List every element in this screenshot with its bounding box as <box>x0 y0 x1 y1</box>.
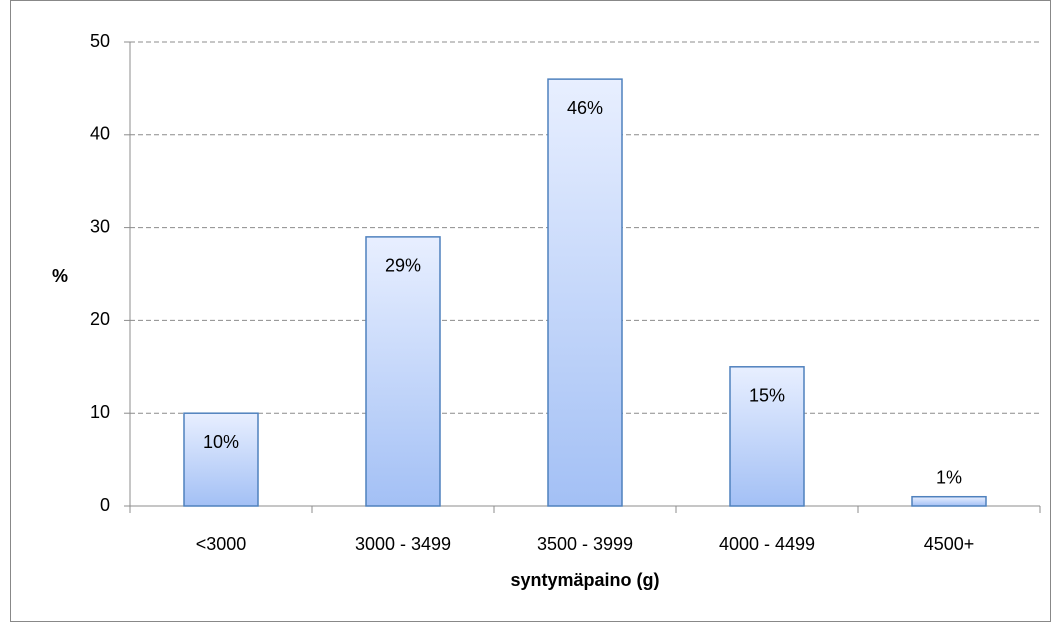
y-axis-title: % <box>52 266 68 286</box>
x-tick-label: <3000 <box>196 534 247 554</box>
bar <box>911 495 987 507</box>
data-label: 10% <box>203 432 239 452</box>
data-label: 46% <box>567 98 603 118</box>
y-tick-label: 10 <box>90 402 110 422</box>
y-tick-label: 20 <box>90 309 110 329</box>
y-tick-label: 30 <box>90 216 110 236</box>
bar <box>729 366 805 507</box>
bar <box>183 412 259 507</box>
data-label: 29% <box>385 256 421 276</box>
x-tick-label: 3000 - 3499 <box>355 534 451 554</box>
y-tick-label: 50 <box>90 31 110 51</box>
x-tick-label: 4000 - 4499 <box>719 534 815 554</box>
data-label: 15% <box>749 386 785 406</box>
data-label: 1% <box>936 467 962 487</box>
x-axis-title: syntymäpaino (g) <box>510 570 659 590</box>
bar <box>365 236 441 507</box>
x-tick-label: 3500 - 3999 <box>537 534 633 554</box>
y-tick-label: 0 <box>100 495 110 515</box>
chart-border <box>10 0 1051 622</box>
bar <box>547 78 623 507</box>
y-tick-label: 40 <box>90 124 110 144</box>
x-tick-label: 4500+ <box>924 534 975 554</box>
